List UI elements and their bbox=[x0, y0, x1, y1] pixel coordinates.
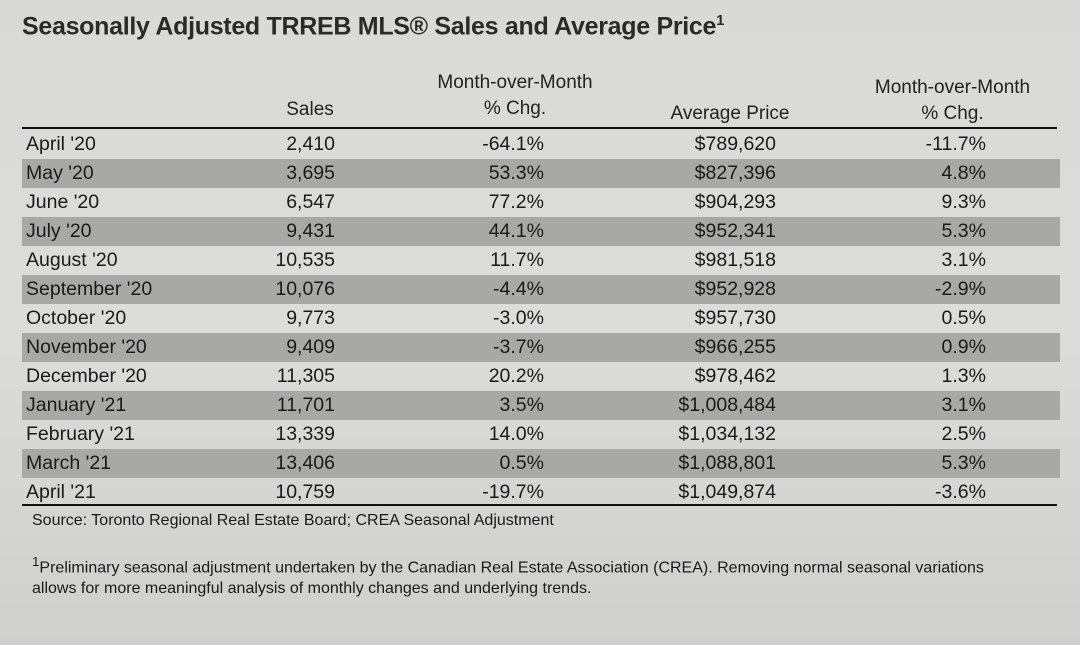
table-row: October '20 9,773 -3.0% $957,730 0.5% bbox=[22, 304, 1060, 333]
cell-price: $952,928 bbox=[694, 278, 776, 300]
cell-price: $952,341 bbox=[694, 220, 776, 242]
cell-month: August '20 bbox=[26, 249, 118, 271]
cell-price-chg: 4.8% bbox=[941, 162, 986, 184]
cell-price: $904,293 bbox=[694, 191, 776, 213]
cell-price: $789,620 bbox=[694, 133, 776, 155]
cell-sales: 9,409 bbox=[286, 336, 335, 358]
cell-price-chg: -3.6% bbox=[935, 481, 986, 503]
cell-month: September '20 bbox=[26, 278, 153, 300]
title-text: Seasonally Adjusted TRREB MLS® Sales and… bbox=[22, 12, 717, 41]
cell-month: July '20 bbox=[26, 220, 92, 242]
cell-month: April '21 bbox=[26, 481, 96, 503]
header-sales: Sales bbox=[286, 99, 334, 120]
cell-price-chg: 1.3% bbox=[941, 365, 986, 387]
table-row: April '20 2,410 -64.1% $789,620 -11.7% bbox=[22, 130, 1060, 159]
bottom-rule bbox=[22, 504, 1057, 506]
header-sales-chg-line1: Month-over-Month bbox=[437, 72, 593, 93]
cell-sales: 3,695 bbox=[286, 162, 335, 184]
footnote-mark: 1 bbox=[32, 554, 40, 569]
cell-price: $827,396 bbox=[694, 162, 776, 184]
cell-sales: 11,701 bbox=[276, 394, 335, 416]
table-row: July '20 9,431 44.1% $952,341 5.3% bbox=[22, 217, 1060, 246]
table-row: April '21 10,759 -19.7% $1,049,874 -3.6% bbox=[22, 478, 1060, 507]
cell-month: June '20 bbox=[26, 191, 100, 213]
header-rule bbox=[22, 127, 1057, 129]
table-row: November '20 9,409 -3.7% $966,255 0.9% bbox=[22, 333, 1060, 362]
cell-sales-chg: -4.4% bbox=[493, 278, 544, 300]
header-price-chg-line1: Month-over-Month bbox=[874, 77, 1031, 98]
cell-price-chg: -2.9% bbox=[935, 278, 986, 300]
cell-sales-chg: 3.5% bbox=[499, 394, 544, 416]
cell-price: $978,462 bbox=[694, 365, 776, 387]
footnote-text: Preliminary seasonal adjustment undertak… bbox=[32, 559, 984, 598]
cell-sales-chg: 44.1% bbox=[488, 220, 544, 242]
cell-price: $1,008,484 bbox=[678, 394, 776, 416]
cell-price: $1,049,874 bbox=[678, 481, 776, 503]
header-avg-price: Average Price bbox=[670, 103, 790, 124]
cell-sales-chg: 20.2% bbox=[488, 365, 544, 387]
cell-price: $966,255 bbox=[694, 336, 776, 358]
cell-price: $981,518 bbox=[694, 249, 776, 271]
header-sales-chg: Month-over-Month % Chg. bbox=[405, 70, 625, 122]
cell-month: November '20 bbox=[26, 336, 147, 358]
cell-month: January '21 bbox=[26, 394, 127, 416]
cell-price-chg: 0.5% bbox=[941, 307, 986, 329]
cell-sales-chg: 11.7% bbox=[490, 249, 544, 271]
cell-price-chg: 5.3% bbox=[941, 452, 986, 474]
cell-sales-chg: -19.7% bbox=[482, 481, 544, 503]
cell-sales: 9,431 bbox=[286, 220, 335, 242]
cell-sales-chg: -3.7% bbox=[493, 336, 544, 358]
cell-sales-chg: -64.1% bbox=[482, 133, 544, 155]
title-footnote-mark: 1 bbox=[716, 12, 725, 29]
cell-price-chg: 2.5% bbox=[941, 423, 986, 445]
cell-price: $1,088,801 bbox=[678, 452, 776, 474]
cell-sales: 11,305 bbox=[276, 365, 335, 387]
table-row: December '20 11,305 20.2% $978,462 1.3% bbox=[22, 362, 1060, 391]
cell-sales-chg: 0.5% bbox=[499, 452, 544, 474]
cell-sales: 10,076 bbox=[275, 278, 335, 300]
header-sales-chg-line2: % Chg. bbox=[483, 98, 547, 119]
cell-sales: 13,339 bbox=[275, 423, 335, 445]
cell-sales-chg: 77.2% bbox=[488, 191, 544, 213]
source-note: Source: Toronto Regional Real Estate Boa… bbox=[32, 512, 554, 529]
cell-sales: 9,773 bbox=[286, 307, 335, 329]
table-row: March '21 13,406 0.5% $1,088,801 5.3% bbox=[22, 449, 1060, 478]
cell-sales: 10,535 bbox=[275, 249, 335, 271]
cell-sales: 13,406 bbox=[275, 452, 335, 474]
cell-price: $1,034,132 bbox=[678, 423, 776, 445]
cell-sales-chg: 14.0% bbox=[488, 423, 544, 445]
cell-price-chg: 3.1% bbox=[941, 394, 986, 416]
cell-price-chg: 0.9% bbox=[941, 336, 986, 358]
footnote: 1Preliminary seasonal adjustment underta… bbox=[32, 551, 1012, 599]
table-row: September '20 10,076 -4.4% $952,928 -2.9% bbox=[22, 275, 1060, 304]
cell-month: April '20 bbox=[26, 133, 96, 155]
cell-month: May '20 bbox=[26, 162, 94, 184]
cell-month: February '21 bbox=[26, 423, 135, 445]
table-row: May '20 3,695 53.3% $827,396 4.8% bbox=[22, 159, 1060, 188]
cell-price-chg: 3.1% bbox=[941, 249, 986, 271]
cell-month: December '20 bbox=[26, 365, 147, 387]
table-row: January '21 11,701 3.5% $1,008,484 3.1% bbox=[22, 391, 1060, 420]
cell-sales: 10,759 bbox=[275, 481, 335, 503]
cell-month: October '20 bbox=[26, 307, 127, 329]
cell-price-chg: 5.3% bbox=[941, 220, 986, 242]
table-row: February '21 13,339 14.0% $1,034,132 2.5% bbox=[22, 420, 1060, 449]
cell-price: $957,730 bbox=[694, 307, 776, 329]
cell-sales-chg: 53.3% bbox=[488, 162, 544, 184]
header-price-chg-line2: % Chg. bbox=[921, 103, 984, 124]
table-row: June '20 6,547 77.2% $904,293 9.3% bbox=[22, 188, 1060, 217]
cell-sales: 2,410 bbox=[286, 133, 335, 155]
cell-sales: 6,547 bbox=[286, 191, 335, 213]
header-price-chg: Month-over-Month % Chg. bbox=[845, 75, 1060, 127]
page-title: Seasonally Adjusted TRREB MLS® Sales and… bbox=[22, 12, 724, 41]
cell-month: March '21 bbox=[26, 452, 112, 474]
table-row: August '20 10,535 11.7% $981,518 3.1% bbox=[22, 246, 1060, 275]
cell-price-chg: 9.3% bbox=[941, 191, 986, 213]
cell-price-chg: -11.7% bbox=[925, 133, 986, 155]
cell-sales-chg: -3.0% bbox=[493, 307, 544, 329]
